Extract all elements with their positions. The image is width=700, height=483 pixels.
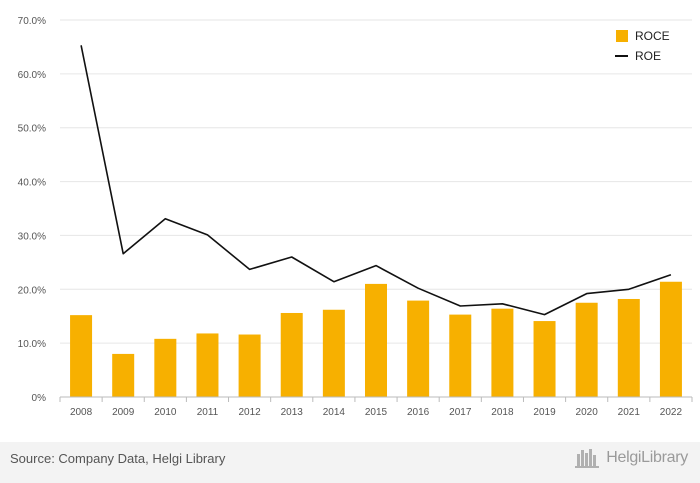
x-tick-label: 2020 <box>576 407 599 418</box>
y-tick-label: 50.0% <box>18 124 46 135</box>
footer: Source: Company Data, Helgi Library Helg… <box>0 442 700 483</box>
x-tick-label: 2019 <box>533 407 556 418</box>
roce-bar <box>365 283 387 397</box>
y-tick-label: 30.0% <box>18 231 46 242</box>
x-tick-label: 2009 <box>112 407 135 418</box>
x-tick-label: 2013 <box>281 407 304 418</box>
y-tick-label: 10.0% <box>18 339 46 350</box>
roce-bar <box>449 314 472 397</box>
roe-line-layer <box>80 45 672 316</box>
source-note: Source: Company Data, Helgi Library <box>10 451 226 466</box>
legend-swatch-roce <box>616 30 628 42</box>
roce-bar <box>280 312 303 397</box>
x-tick-label: 2008 <box>70 407 93 418</box>
x-tick-label: 2012 <box>238 407 261 418</box>
roce-bar <box>533 321 556 397</box>
y-tick-label: 40.0% <box>18 178 46 189</box>
y-tick-label: 60.0% <box>18 70 46 81</box>
roce-bar <box>238 334 261 397</box>
roce-bar <box>154 338 177 397</box>
legend: ROCE ROE <box>615 29 670 63</box>
roce-bars <box>70 281 682 397</box>
roce-bar <box>196 333 219 397</box>
x-tick-label: 2021 <box>618 407 641 418</box>
brand-logo: HelgiLibrary <box>575 448 688 468</box>
roce-bar <box>112 353 135 397</box>
roce-bar <box>407 300 430 397</box>
roe-line <box>80 45 672 316</box>
x-tick-label: 2018 <box>491 407 514 418</box>
library-icon <box>575 449 600 468</box>
y-tick-label: 0% <box>32 393 47 404</box>
roce-bar <box>322 309 345 397</box>
x-tick-label: 2014 <box>323 407 346 418</box>
legend-label-roe: ROE <box>635 49 661 63</box>
x-tick-label: 2015 <box>365 407 388 418</box>
legend-label-roce: ROCE <box>635 29 670 43</box>
chart-area: 0% 10.0% 20.0% 30.0% 40.0% 50.0% 60.0% 70.0% 200… <box>18 16 693 418</box>
roce-bar <box>491 308 514 397</box>
x-tick-label: 2011 <box>197 407 219 418</box>
y-tick-label: 20.0% <box>18 285 46 296</box>
gridlines <box>60 19 692 344</box>
y-tick-label: 70.0% <box>18 16 46 27</box>
brand-name: HelgiLibrary <box>606 449 688 466</box>
x-tick-label: 2016 <box>407 407 430 418</box>
roce-bar <box>617 298 640 397</box>
roce-bar <box>70 315 93 397</box>
x-tick-label: 2022 <box>660 407 683 418</box>
axes: 0% 10.0% 20.0% 30.0% 40.0% 50.0% 60.0% 70.0% 200… <box>18 16 693 418</box>
roce-bar <box>575 302 598 397</box>
roce-bar <box>659 281 682 397</box>
x-tick-label: 2017 <box>449 407 472 418</box>
x-tick-label: 2010 <box>154 407 177 418</box>
